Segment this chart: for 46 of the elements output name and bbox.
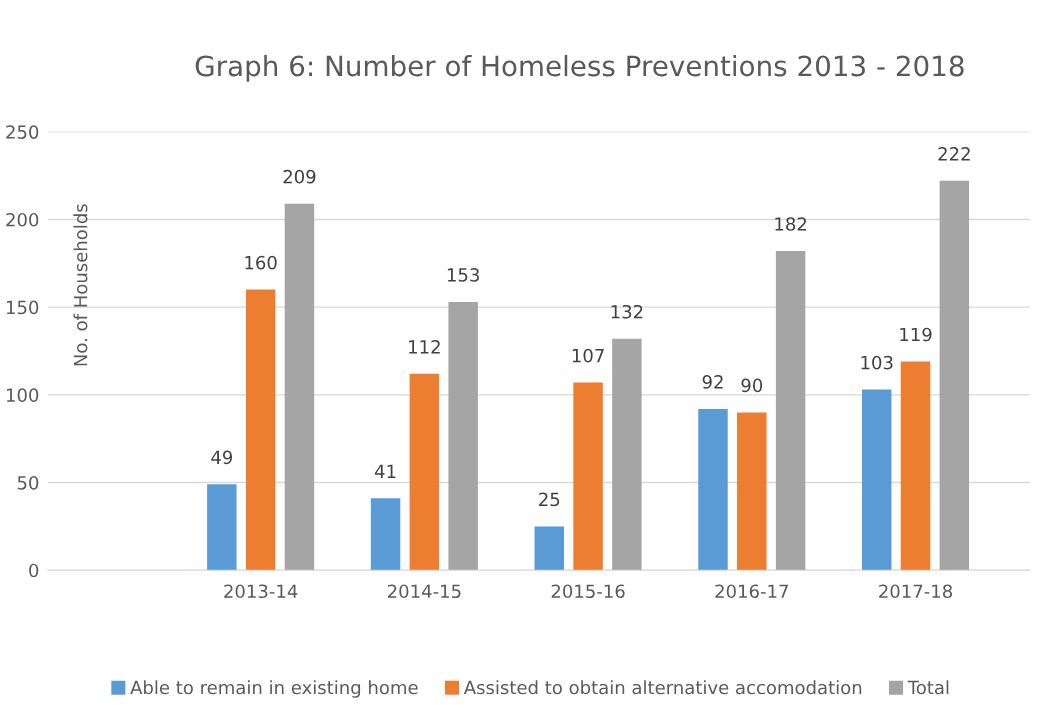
data-label: 49: [211, 450, 233, 465]
data-label: 103: [861, 355, 893, 370]
data-label: 25: [539, 492, 560, 507]
y-tick-label: 150: [6, 300, 39, 315]
x-tick-label: 2013-14: [224, 584, 298, 599]
data-label: 90: [741, 378, 763, 393]
bar: [861, 389, 892, 571]
bar: [245, 289, 276, 571]
data-label: 119: [900, 327, 932, 342]
bar: [737, 412, 767, 571]
x-tick-label: 2016-17: [715, 584, 788, 599]
data-label: 209: [283, 169, 316, 184]
bar: [370, 498, 401, 571]
legend-label: Assisted to obtain alternative accomodation: [463, 680, 862, 695]
data-label: 132: [611, 304, 643, 319]
bar: [698, 408, 728, 571]
bar: [573, 382, 603, 571]
bar: [284, 203, 315, 571]
y-tick-label: 50: [17, 476, 39, 490]
y-tick-label: 200: [6, 212, 39, 227]
data-label: 182: [775, 217, 807, 231]
data-label: 153: [447, 268, 479, 282]
data-label: 92: [702, 375, 723, 389]
y-tick-label: 100: [6, 388, 39, 402]
bar: [534, 526, 565, 571]
data-label: 160: [245, 255, 277, 270]
x-tick-label: 2014-15: [387, 584, 461, 599]
legend-label: Total: [907, 680, 949, 695]
bar: [900, 361, 931, 571]
bar: [409, 373, 440, 571]
legend-label: Able to remain in existing home: [130, 680, 418, 698]
bar: [448, 301, 478, 571]
data-label: 222: [938, 147, 970, 161]
bar: [612, 338, 642, 571]
data-label: 107: [572, 348, 604, 363]
y-tick-label: 250: [6, 125, 39, 139]
bar: [775, 251, 806, 571]
y-tick-label: 0: [29, 563, 39, 578]
bar: [207, 484, 237, 571]
x-tick-label: 2015-16: [551, 584, 625, 599]
chart-title: Graph 6: Number of Homeless Preventions 2013 - 2018: [195, 54, 964, 82]
bar: [939, 180, 970, 571]
x-tick-label: 2017-18: [879, 584, 953, 599]
y-axis-title: No. of Households: [73, 204, 88, 366]
data-label: 41: [374, 464, 396, 478]
data-label: 112: [409, 339, 440, 354]
